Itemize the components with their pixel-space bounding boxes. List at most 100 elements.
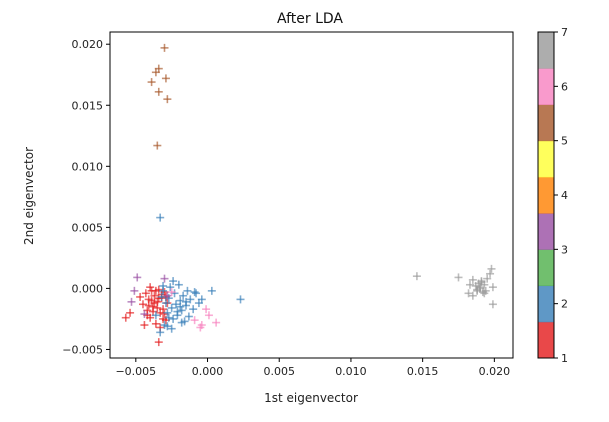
point-class-7 xyxy=(464,289,473,298)
x-axis-ticks: −0.005 0.000 0.005 0.010 0.015 0.020 xyxy=(115,358,510,378)
point-class-2 xyxy=(167,324,176,333)
point-class-7 xyxy=(488,283,497,292)
colorbar-segment xyxy=(538,176,554,214)
point-class-2 xyxy=(164,313,173,322)
point-class-2 xyxy=(169,314,178,323)
point-class-7 xyxy=(465,280,474,289)
point-class-6 xyxy=(167,288,176,297)
point-class-6 xyxy=(197,321,206,330)
y-tick-label: 0.020 xyxy=(72,38,104,51)
colorbar-tick-label: 2 xyxy=(561,298,568,311)
x-tick-label: 0.015 xyxy=(407,365,439,378)
point-class-2 xyxy=(161,299,170,308)
colorbar-tick-label: 1 xyxy=(561,352,568,365)
point-class-2 xyxy=(184,312,193,321)
point-class-2 xyxy=(159,281,168,290)
point-class-2 xyxy=(157,292,166,301)
point-class-2 xyxy=(236,295,245,304)
point-class-2 xyxy=(174,280,183,289)
point-class-2 xyxy=(190,288,199,297)
point-class-1 xyxy=(136,292,145,301)
chart-title: After LDA xyxy=(277,11,343,27)
point-class-2 xyxy=(156,213,165,222)
point-class-2 xyxy=(167,303,176,312)
point-class-1 xyxy=(140,321,149,330)
point-class-7 xyxy=(477,278,486,287)
point-class-1 xyxy=(144,301,153,310)
point-class-3 xyxy=(160,274,169,283)
point-class-7 xyxy=(487,264,496,273)
colorbar-tick-label: 5 xyxy=(561,135,568,148)
y-tick-label: 0.010 xyxy=(72,160,104,173)
point-class-1 xyxy=(159,314,168,323)
point-class-1 xyxy=(150,299,159,308)
colorbar-tick-label: 4 xyxy=(561,189,568,202)
y-tick-label: −0.005 xyxy=(62,343,103,356)
colorbar-segment xyxy=(538,32,554,69)
point-class-2 xyxy=(182,297,191,306)
point-class-5 xyxy=(161,74,170,83)
point-class-1 xyxy=(138,300,147,309)
point-class-5 xyxy=(154,87,163,96)
x-tick-label: −0.005 xyxy=(115,365,156,378)
colorbar-segment xyxy=(538,104,554,142)
x-tick-label: 0.010 xyxy=(335,365,367,378)
point-class-1 xyxy=(121,313,130,322)
point-class-5 xyxy=(153,141,162,150)
point-class-2 xyxy=(176,302,185,311)
point-class-2 xyxy=(207,286,216,295)
colorbar-segment xyxy=(538,285,554,323)
x-tick-label: 0.000 xyxy=(192,365,224,378)
point-class-7 xyxy=(486,269,495,278)
point-class-7 xyxy=(468,275,477,284)
point-class-2 xyxy=(197,295,206,304)
y-axis-label: 2nd eigenvector xyxy=(22,147,36,245)
colorbar-segment xyxy=(538,213,554,250)
y-tick-label: 0.015 xyxy=(72,99,104,112)
point-class-6 xyxy=(190,316,199,325)
point-class-1 xyxy=(153,303,162,312)
point-class-3 xyxy=(130,286,139,295)
point-class-2 xyxy=(177,306,186,315)
point-class-7 xyxy=(488,300,497,309)
point-class-7 xyxy=(473,286,482,295)
colorbar: 1 2 3 4 5 6 7 xyxy=(537,26,568,365)
point-class-2 xyxy=(151,311,160,320)
colorbar-segment xyxy=(538,249,554,287)
point-class-2 xyxy=(163,322,172,331)
point-class-7 xyxy=(468,291,477,300)
point-class-2 xyxy=(179,291,188,300)
point-class-1 xyxy=(126,308,135,317)
point-class-2 xyxy=(186,295,195,304)
x-tick-label: 0.020 xyxy=(479,365,511,378)
point-class-2 xyxy=(166,283,175,292)
colorbar-tick-label: 7 xyxy=(561,26,568,39)
plot-points xyxy=(121,43,497,347)
point-class-5 xyxy=(147,78,156,87)
point-class-1 xyxy=(151,286,160,295)
point-class-5 xyxy=(151,68,160,77)
y-tick-label: 0.005 xyxy=(72,221,104,234)
colorbar-segment xyxy=(538,68,554,105)
colorbar-tick-label: 3 xyxy=(561,243,568,256)
point-class-2 xyxy=(192,289,201,298)
point-class-2 xyxy=(156,328,165,337)
point-class-7 xyxy=(412,272,421,281)
point-class-1 xyxy=(146,283,155,292)
y-axis-ticks: −0.005 0.000 0.005 0.010 0.015 0.020 xyxy=(62,38,110,356)
point-class-1 xyxy=(151,319,160,328)
colorbar-segment xyxy=(538,321,554,359)
point-class-2 xyxy=(169,277,178,286)
point-class-5 xyxy=(160,43,169,52)
point-class-3 xyxy=(127,297,136,306)
point-class-3 xyxy=(140,310,149,319)
point-class-7 xyxy=(480,289,489,298)
point-class-7 xyxy=(483,274,492,283)
point-class-2 xyxy=(189,305,198,314)
point-class-6 xyxy=(212,318,221,327)
point-class-1 xyxy=(159,305,168,314)
point-class-1 xyxy=(150,291,159,300)
point-class-2 xyxy=(163,308,172,317)
x-tick-label: 0.005 xyxy=(263,365,295,378)
